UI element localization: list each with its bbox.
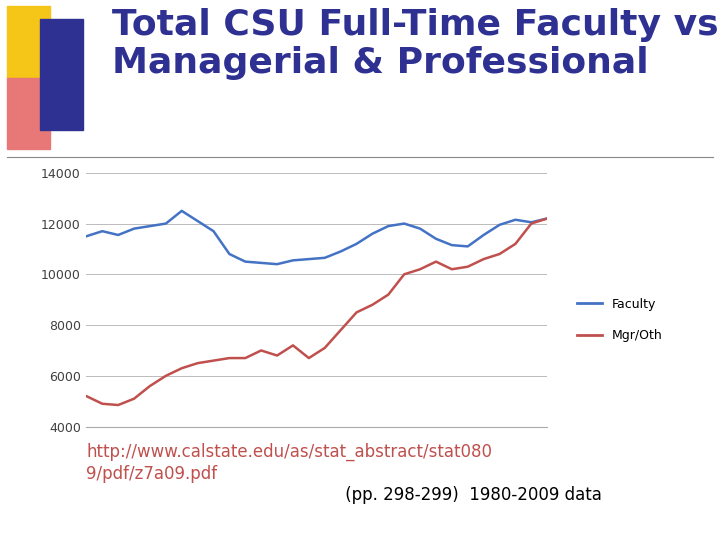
Text: http://www.calstate.edu/as/stat_abstract/stat080
9/pdf/z7a09.pdf: http://www.calstate.edu/as/stat_abstract…	[86, 442, 492, 483]
Bar	[40, 19, 83, 130]
Legend: Faculty, Mgr/Oth: Faculty, Mgr/Oth	[572, 293, 667, 347]
Bar	[7, 78, 50, 149]
Text: (pp. 298-299)  1980-2009 data: (pp. 298-299) 1980-2009 data	[341, 486, 602, 504]
Text: Total CSU Full-Time Faculty vs.
Managerial & Professional: Total CSU Full-Time Faculty vs. Manageri…	[112, 8, 720, 80]
Bar	[7, 6, 50, 78]
